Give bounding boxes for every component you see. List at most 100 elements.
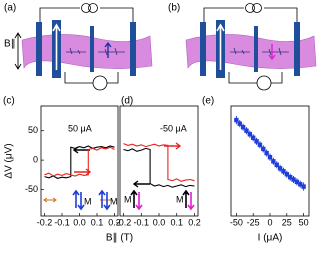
series-line (44, 145, 115, 179)
magnetization-arrow (216, 23, 225, 70)
x-tick-label: 0 (267, 217, 272, 227)
contact (200, 22, 206, 76)
voltage-wire (228, 72, 283, 84)
orientation-arrow (43, 197, 112, 203)
current-source (245, 3, 255, 13)
annotation: M (110, 196, 118, 206)
x-tick-label: 0.2 (108, 217, 121, 227)
x-axis-label: I (μA) (258, 233, 283, 244)
data-point (294, 179, 300, 185)
contact (90, 26, 94, 72)
data-point (257, 142, 263, 148)
x-tick-label: 50 (299, 217, 309, 227)
moment-arrow (182, 189, 190, 208)
x-tick-label: -0.1 (134, 217, 150, 227)
series-line (44, 146, 115, 177)
data-point (237, 121, 242, 126)
spin-dir (104, 41, 112, 58)
spin-arrows (230, 47, 289, 56)
data-point (247, 132, 253, 137)
device-diagram (185, 3, 317, 91)
x-tick-label: 0.0 (73, 217, 86, 227)
moment-arrow (72, 189, 80, 208)
data-point (244, 128, 249, 133)
device-diagram (21, 3, 153, 91)
data-point (284, 172, 290, 177)
current-wire (39, 7, 134, 22)
annotation: 50 μA (68, 123, 92, 133)
moment-arrow (98, 189, 106, 208)
field-label: B∥ (4, 39, 16, 50)
data-point (240, 124, 246, 130)
panel-label: (e) (202, 96, 214, 107)
annotation: M (84, 196, 92, 206)
current-source (252, 3, 262, 13)
series-line (123, 147, 195, 188)
y-axis-label: ΔV (μV) (4, 143, 15, 178)
data-point (234, 117, 239, 123)
y-tick-label: 50 (28, 125, 38, 135)
contact (254, 26, 258, 72)
x-tick-label: 0.2 (188, 217, 201, 227)
x-tick-label: -0.2 (37, 217, 53, 227)
data-point (281, 169, 286, 174)
panel-label: (a) (4, 3, 16, 14)
chart: -0.2 -0.1 0.0 0.1 0.2 (116, 105, 201, 227)
x-tick-label: 0.0 (153, 217, 166, 227)
x-tick-label: -0.1 (54, 217, 70, 227)
voltage-wire (64, 72, 119, 84)
panel-label: (c) (3, 96, 15, 107)
field-arrow (14, 32, 22, 70)
data-point (277, 166, 283, 171)
moment-arrow (187, 192, 195, 211)
voltmeter (92, 75, 108, 91)
data-point (271, 159, 276, 164)
moment-arrow (135, 192, 143, 211)
data-point (264, 150, 269, 156)
y-tick-label: 0 (33, 154, 38, 164)
y-tick-label: -50 (25, 184, 38, 194)
voltmeter (256, 75, 272, 91)
current-wire (203, 7, 298, 22)
x-tick-label: -50 (230, 217, 243, 227)
x-axis-label: B∥ (T) (106, 233, 133, 244)
x-tick-label: 0.1 (91, 217, 104, 227)
annotation: M (176, 194, 184, 204)
sweep-arrow (164, 142, 182, 150)
magnetization-arrow (52, 23, 61, 70)
current-source (88, 3, 98, 13)
data-point (254, 139, 259, 144)
chart: -50 -25 0 25 50 I (μA) (230, 105, 310, 244)
panel-label: (d) (121, 96, 133, 107)
spin-arrows (66, 47, 125, 56)
series-line (123, 143, 195, 182)
data-point (261, 146, 266, 152)
contact (294, 22, 300, 76)
annotation: M (124, 194, 132, 204)
sweep-arrow (132, 180, 150, 188)
data-point (291, 177, 296, 182)
x-tick-label: 0.1 (170, 217, 183, 227)
plot-frame (230, 105, 310, 217)
x-tick-label: -25 (247, 217, 260, 227)
data-point (267, 154, 273, 160)
annotation: -50 μA (160, 123, 187, 133)
x-tick-label: 25 (282, 217, 292, 227)
moment-arrow (103, 192, 111, 211)
panel-label: (b) (168, 3, 180, 14)
data-point (274, 162, 279, 168)
contact (130, 22, 136, 76)
spin-dir (268, 44, 276, 61)
contact (36, 22, 42, 76)
data-point (287, 174, 293, 180)
data-point (298, 182, 303, 187)
sweep-arrow (74, 168, 92, 176)
current-source (81, 3, 91, 13)
data-point (301, 184, 306, 189)
data-point (250, 135, 256, 140)
moment-arrow (77, 192, 85, 211)
moment-arrow (130, 189, 138, 208)
x-tick-label: -0.2 (116, 217, 132, 227)
